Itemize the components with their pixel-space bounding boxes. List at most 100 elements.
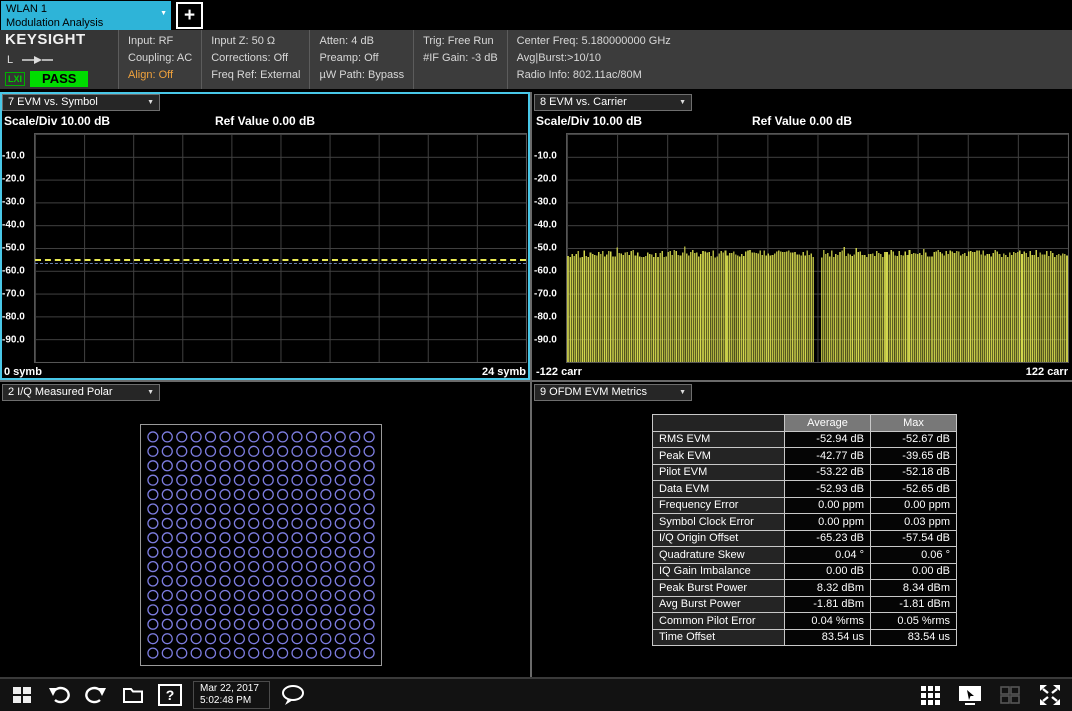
metrics-row: Common Pilot Error0.04 %rms0.05 %rms <box>653 613 957 630</box>
metrics-row: Time Offset83.54 us83.54 us <box>653 629 957 646</box>
constellation-plot[interactable] <box>140 424 382 666</box>
split-view-button[interactable] <box>996 682 1024 708</box>
metric-value: 0.00 dB <box>785 563 871 580</box>
metrics-row: IQ Gain Imbalance0.00 dB0.00 dB <box>653 563 957 580</box>
evm-carrier-y-axis: -10.0-20.0-30.0-40.0-50.0-60.0-70.0-80.0… <box>532 133 566 363</box>
metrics-table: AverageMaxRMS EVM-52.94 dB-52.67 dBPeak … <box>652 414 957 646</box>
metric-value: 83.54 us <box>871 629 957 646</box>
y-tick-label: -10.0 <box>2 151 25 162</box>
metrics-body: AverageMaxRMS EVM-52.94 dB-52.67 dBPeak … <box>532 402 1072 677</box>
redo-icon <box>84 683 108 707</box>
expand-arrows-icon <box>1037 683 1063 707</box>
metrics-row: Peak Burst Power8.32 dBm8.34 dBm <box>653 580 957 597</box>
ref-value-label: Ref Value 0.00 dB <box>532 114 1072 128</box>
header-setting-readout: Coupling: AC <box>128 50 192 67</box>
metrics-column-header: Max <box>871 415 957 432</box>
y-tick-label: -80.0 <box>534 312 557 323</box>
metric-label: RMS EVM <box>653 431 785 448</box>
evm-symbol-titlebar: 7 EVM vs. Symbol ▼ <box>0 92 530 112</box>
annotation-button[interactable] <box>279 682 307 708</box>
single-sweep-indicator-icon <box>21 55 55 65</box>
window-ofdm-evm-metrics: 9 OFDM EVM Metrics ▼ AverageMaxRMS EVM-5… <box>532 382 1072 677</box>
metric-label: Peak Burst Power <box>653 580 785 597</box>
polar-window-title: 2 I/Q Measured Polar <box>8 386 113 398</box>
metric-value: 83.54 us <box>785 629 871 646</box>
evm-carrier-scale-bar: Scale/Div 10.00 dB Ref Value 0.00 dB <box>532 112 1072 131</box>
lxi-indicator: LXI <box>5 72 25 86</box>
y-tick-label: -50.0 <box>2 243 25 254</box>
evm-symbol-window-selector[interactable]: 7 EVM vs. Symbol ▼ <box>2 94 160 111</box>
tab-title-line2: Modulation Analysis <box>6 17 166 31</box>
evm-carrier-window-selector[interactable]: 8 EVM vs. Carrier ▼ <box>534 94 692 111</box>
evm-carrier-x-axis: -122 carr 122 carr <box>532 363 1072 380</box>
metric-value: -52.67 dB <box>871 431 957 448</box>
evm-carrier-window-title: 8 EVM vs. Carrier <box>540 96 627 108</box>
metric-value: 0.06 ° <box>871 547 957 564</box>
metric-value: -65.23 dB <box>785 530 871 547</box>
metric-value: -1.81 dBm <box>871 596 957 613</box>
header-settings: Input: RFCoupling: ACAlign: OffInput Z: … <box>118 30 1072 89</box>
metric-value: -52.94 dB <box>785 431 871 448</box>
metric-value: 0.04 %rms <box>785 613 871 630</box>
header-column: Trig: Free Run#IF Gain: -3 dB <box>413 30 507 89</box>
y-tick-label: -20.0 <box>534 174 557 185</box>
metric-value: -52.65 dB <box>871 481 957 498</box>
tab-wlan1-modulation-analysis[interactable]: WLAN 1 Modulation Analysis ▼ <box>1 1 171 30</box>
x-axis-max-label: 122 carr <box>1026 366 1068 378</box>
evm-carrier-plot[interactable] <box>566 133 1069 363</box>
split-grid-icon <box>998 683 1022 707</box>
header-column: Input: RFCoupling: ACAlign: Off <box>118 30 201 89</box>
y-tick-label: -10.0 <box>534 151 557 162</box>
metrics-row: I/Q Origin Offset-65.23 dB-57.54 dB <box>653 530 957 547</box>
redo-button[interactable] <box>82 682 110 708</box>
window-layout-button[interactable] <box>916 682 944 708</box>
undo-icon <box>47 683 71 707</box>
metric-value: 8.34 dBm <box>871 580 957 597</box>
metrics-row: Symbol Clock Error0.00 ppm0.03 ppm <box>653 514 957 531</box>
polar-window-selector[interactable]: 2 I/Q Measured Polar ▼ <box>2 384 160 401</box>
folder-icon <box>121 683 145 707</box>
metric-label: Common Pilot Error <box>653 613 785 630</box>
evm-symbol-plot-area[interactable]: -10.0-20.0-30.0-40.0-50.0-60.0-70.0-80.0… <box>0 131 530 363</box>
help-button[interactable]: ? <box>156 682 184 708</box>
evm-symbol-window-title: 7 EVM vs. Symbol <box>8 96 98 108</box>
date-text: Mar 22, 2017 <box>200 683 259 696</box>
metric-label: Quadrature Skew <box>653 547 785 564</box>
start-menu-button[interactable] <box>8 682 36 708</box>
window-select-button[interactable] <box>956 682 984 708</box>
chevron-down-icon: ▼ <box>147 389 154 396</box>
metric-value: 0.05 %rms <box>871 613 957 630</box>
header-setting-readout: Preamp: Off <box>319 50 404 67</box>
file-open-button[interactable] <box>119 682 147 708</box>
header-setting-readout: Input Z: 50 Ω <box>211 33 300 50</box>
keysight-logo: KEYSIGHT <box>5 31 113 48</box>
undo-button[interactable] <box>45 682 73 708</box>
metric-value: -53.22 dB <box>785 464 871 481</box>
header-setting-readout: #IF Gain: -3 dB <box>423 50 498 67</box>
y-tick-label: -50.0 <box>534 243 557 254</box>
taskbar-right-group <box>916 682 1064 708</box>
y-tick-label: -40.0 <box>2 220 25 231</box>
metric-label: Frequency Error <box>653 497 785 514</box>
y-tick-label: -90.0 <box>534 335 557 346</box>
metrics-row: RMS EVM-52.94 dB-52.67 dB <box>653 431 957 448</box>
header-setting-readout: Input: RF <box>128 33 192 50</box>
evm-symbol-plot[interactable] <box>34 133 527 363</box>
header-setting-readout: µW Path: Bypass <box>319 67 404 84</box>
status-header: KEYSIGHT L LXI PASS Input: RFCoupling: A… <box>0 30 1072 92</box>
tab-dropdown-caret-icon[interactable]: ▼ <box>160 10 167 19</box>
add-measurement-tab-button[interactable]: + <box>176 2 203 29</box>
chevron-down-icon: ▼ <box>679 99 686 106</box>
datetime-display[interactable]: Mar 22, 2017 5:02:48 PM <box>193 681 270 709</box>
metrics-row: Quadrature Skew0.04 °0.06 ° <box>653 547 957 564</box>
fullscreen-button[interactable] <box>1036 682 1064 708</box>
header-column: Input Z: 50 ΩCorrections: OffFreq Ref: E… <box>201 30 309 89</box>
metric-label: Data EVM <box>653 481 785 498</box>
metrics-window-selector[interactable]: 9 OFDM EVM Metrics ▼ <box>534 384 692 401</box>
evm-carrier-plot-area[interactable]: -10.0-20.0-30.0-40.0-50.0-60.0-70.0-80.0… <box>532 131 1072 363</box>
metric-label: Time Offset <box>653 629 785 646</box>
header-setting-readout: Atten: 4 dB <box>319 33 404 50</box>
y-tick-label: -20.0 <box>2 174 25 185</box>
header-setting-readout: Radio Info: 802.11ac/80M <box>517 67 1063 84</box>
metrics-row: Frequency Error0.00 ppm0.00 ppm <box>653 497 957 514</box>
